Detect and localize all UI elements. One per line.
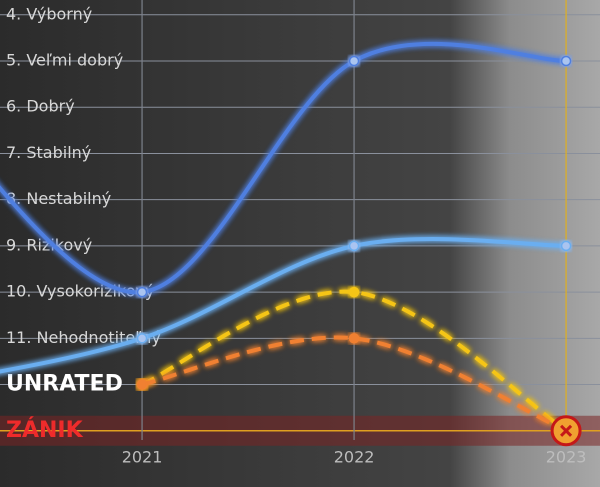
- x-tick-label: 2022: [334, 448, 375, 467]
- data-point: [560, 240, 572, 252]
- y-tick-label: 10. Vysokorizikový: [6, 282, 154, 301]
- y-tick-label: ZÁNIK: [6, 417, 84, 443]
- x-tick-label: 2021: [122, 448, 163, 467]
- data-point: [560, 55, 572, 67]
- end-marker-cross: [560, 424, 573, 437]
- data-point: [348, 55, 360, 67]
- y-tick-label: UNRATED: [6, 372, 123, 397]
- series-line: [0, 237, 567, 374]
- y-tick-label: 5. Veľmi dobrý: [6, 51, 123, 70]
- plot-area: [0, 41, 572, 437]
- data-point: [136, 333, 148, 344]
- y-tick-label: 9. Rizikový: [6, 235, 92, 254]
- series-line: [141, 289, 568, 433]
- data-point: [348, 333, 360, 344]
- series-line: [141, 335, 567, 433]
- data-point: [348, 286, 360, 298]
- y-tick-label: 4. Výborný: [6, 4, 92, 23]
- data-point: [136, 379, 148, 390]
- y-tick-label: 7. Stabilný: [6, 143, 91, 162]
- data-point: [136, 286, 148, 298]
- y-tick-label: 6. Dobrý: [6, 97, 75, 116]
- data-point: [348, 240, 360, 252]
- y-tick-label: 11. Nehodnotiteľný: [6, 328, 161, 347]
- series-line: [0, 41, 567, 295]
- y-tick-label: 8. Nestabilný: [6, 189, 111, 208]
- x-tick-label: 2023: [546, 448, 587, 467]
